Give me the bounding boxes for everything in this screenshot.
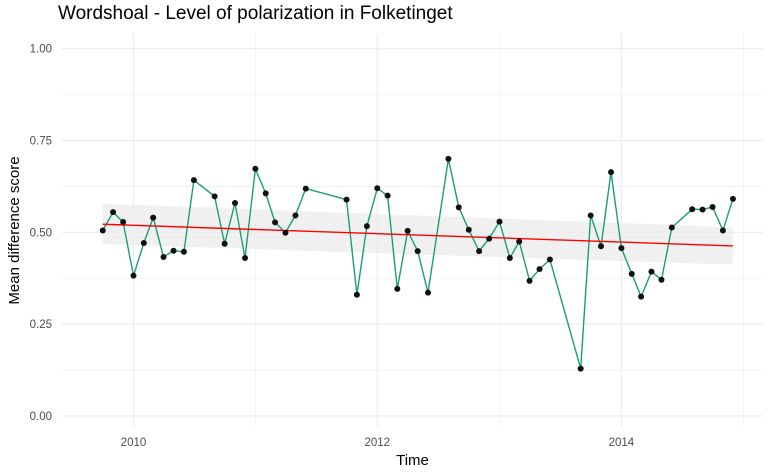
data-point (272, 219, 279, 226)
data-point (353, 291, 360, 298)
data-point (180, 248, 187, 255)
data-point (668, 224, 675, 231)
data-point (282, 229, 289, 236)
data-point (638, 293, 645, 300)
data-point (496, 218, 503, 225)
series-line (102, 158, 734, 369)
data-point (150, 214, 157, 221)
tick-labels-layer: 0.00 0.25 0.50 0.75 1.00 2010 2012 2014 (30, 44, 635, 449)
data-point (262, 190, 269, 197)
trend-line (102, 223, 733, 247)
data-point (598, 243, 605, 250)
confidence-ribbon (102, 203, 733, 265)
data-point (719, 227, 726, 234)
x-tick-label: 2014 (609, 437, 635, 449)
data-point (648, 268, 655, 275)
x-axis-title: Time (396, 452, 429, 469)
data-points-layer (99, 155, 736, 372)
y-tick-label: 0.25 (30, 319, 52, 331)
y-tick-label: 0.00 (30, 411, 52, 423)
y-tick-label: 0.50 (30, 227, 52, 239)
data-point (414, 248, 421, 255)
data-point (729, 195, 736, 202)
data-point (536, 266, 543, 273)
data-point (242, 255, 249, 262)
confidence-ribbon-layer (102, 203, 733, 265)
x-tick-label: 2010 (121, 437, 147, 449)
data-point (252, 165, 259, 172)
data-point (404, 227, 411, 234)
data-point (302, 185, 309, 192)
data-point (587, 212, 594, 219)
data-point (292, 212, 299, 219)
y-tick-label: 1.00 (30, 44, 52, 56)
data-point (465, 226, 472, 233)
data-point (99, 227, 106, 234)
data-point (343, 196, 350, 203)
data-point (110, 209, 117, 216)
trend-line-layer (102, 223, 733, 247)
data-point (608, 169, 615, 176)
data-point (455, 204, 462, 211)
series-line-layer (102, 158, 734, 369)
data-point (170, 247, 177, 254)
y-tick-label: 0.75 (30, 136, 52, 148)
data-point (130, 272, 137, 279)
data-point (363, 223, 370, 230)
data-point (231, 199, 238, 206)
data-point (425, 289, 432, 296)
data-point (506, 255, 513, 262)
data-point (628, 270, 635, 277)
data-point (140, 239, 147, 246)
x-tick-label: 2012 (364, 437, 390, 449)
data-point (546, 256, 553, 263)
data-point (160, 253, 167, 260)
data-point (577, 365, 584, 372)
data-point (526, 277, 533, 284)
data-point (658, 276, 665, 283)
data-point (120, 219, 127, 226)
data-point (394, 285, 401, 292)
data-point (384, 192, 391, 199)
data-point (516, 238, 523, 245)
data-point (221, 240, 228, 247)
data-point (618, 245, 625, 252)
data-point (374, 185, 381, 192)
data-point (486, 235, 493, 242)
data-point (476, 248, 483, 255)
y-axis-title: Mean difference score (6, 156, 23, 304)
data-point (211, 193, 218, 200)
data-point (445, 155, 452, 162)
data-point (709, 203, 716, 210)
data-point (699, 206, 706, 213)
chart-title: Wordshoal - Level of polarization in Fol… (58, 3, 453, 24)
data-point (689, 206, 696, 213)
data-point (190, 177, 197, 184)
